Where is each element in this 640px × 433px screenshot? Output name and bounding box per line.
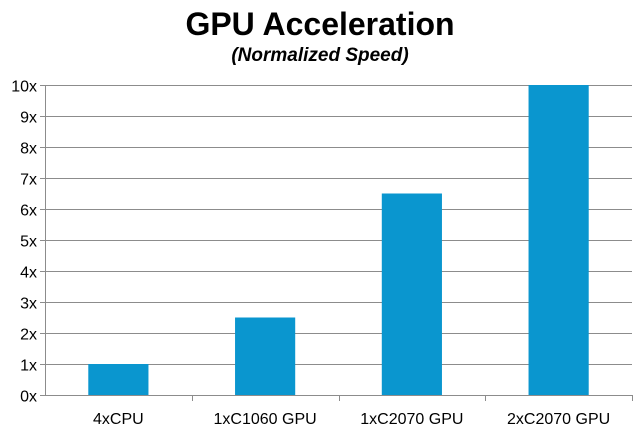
x-tick-label: 1xC1060 GPU (214, 411, 317, 428)
y-tick-label: 3x (20, 296, 37, 313)
x-tick-labels: 4xCPU 1xC1060 GPU 1xC2070 GPU 2xC2070 GPU (93, 411, 610, 428)
y-tick-label: 0x (20, 389, 37, 406)
y-tick-label: 9x (20, 110, 37, 127)
chart-title: GPU Acceleration (185, 6, 455, 42)
chart-subtitle: (Normalized Speed) (231, 45, 409, 66)
y-tick-label: 2x (20, 327, 37, 344)
x-tick-label: 2xC2070 GPU (507, 411, 610, 428)
x-tick-label: 1xC2070 GPU (360, 411, 463, 428)
bars (88, 85, 589, 395)
y-tick-label: 1x (20, 358, 37, 375)
bar (528, 85, 589, 395)
y-tick-label: 7x (20, 172, 37, 189)
y-tick-label: 5x (20, 234, 37, 251)
x-tick-label: 4xCPU (93, 411, 144, 428)
y-tick-label: 8x (20, 141, 37, 158)
bar (235, 317, 296, 395)
y-tick-labels: 0x 1x 2x 3x 4x 5x 6x 7x 8x 9x 10x (11, 79, 37, 406)
y-tick-label: 6x (20, 203, 37, 220)
axes (40, 85, 633, 401)
y-tick-label: 4x (20, 265, 37, 282)
bar (381, 193, 442, 395)
y-tick-label: 10x (11, 79, 37, 96)
bar (88, 364, 149, 395)
